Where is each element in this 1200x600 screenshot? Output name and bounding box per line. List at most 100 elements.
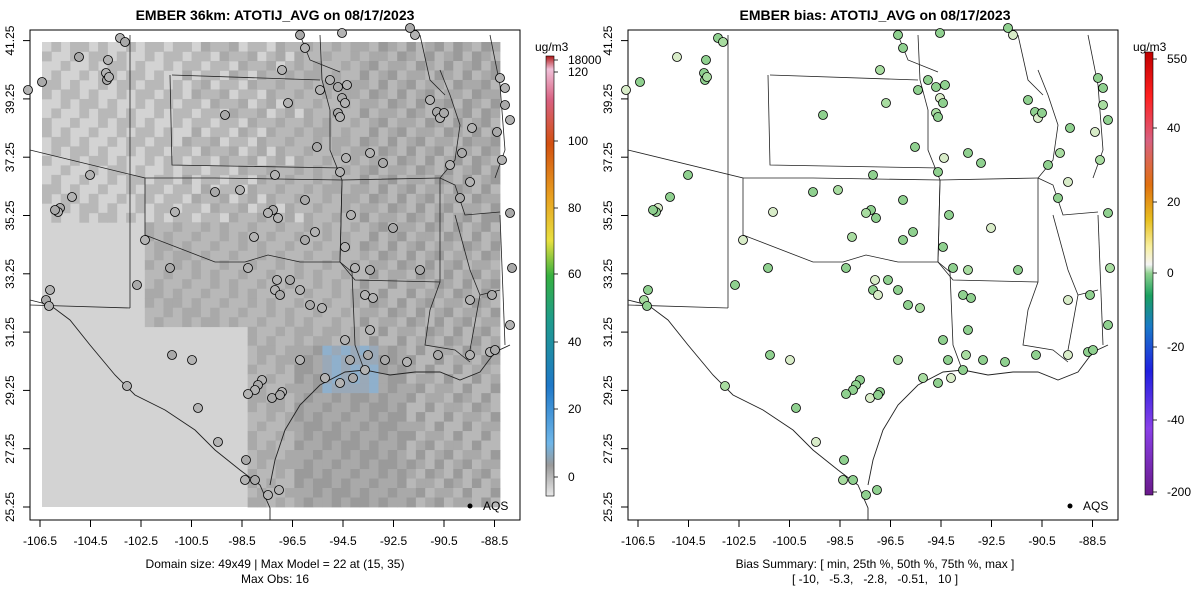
model-cell [462, 127, 473, 138]
model-cell [313, 497, 323, 508]
model-cell [313, 165, 323, 176]
model-cell [228, 174, 239, 185]
model-cell [256, 42, 267, 52]
model-cell [116, 127, 127, 138]
model-cell [387, 345, 398, 356]
model-cell [369, 127, 379, 138]
model-cell [51, 42, 62, 52]
model-cell [116, 117, 127, 128]
left-map-panel: -106.5 -104.5 -102.5 -100.5 -98.5 -96.5 -94.5-… [3, 23, 521, 548]
model-cell [415, 51, 426, 62]
model-cell [191, 222, 202, 233]
model-cell [415, 146, 426, 157]
model-cell [172, 42, 183, 52]
model-cell [154, 136, 164, 147]
model-cell [275, 70, 286, 81]
model-cell [172, 298, 183, 309]
model-cell [42, 79, 52, 90]
model-cell [471, 431, 482, 441]
model-cell [303, 60, 314, 71]
model-cell [425, 469, 435, 479]
model-cell [359, 231, 370, 242]
model-cell [219, 279, 230, 290]
model-cell [144, 89, 155, 100]
model-cell [135, 127, 146, 138]
model-cell [425, 421, 435, 432]
model-cell [443, 497, 454, 508]
model-cell [285, 383, 295, 394]
model-cell [453, 279, 464, 290]
model-cell [397, 497, 407, 508]
model-cell [471, 260, 482, 271]
model-cell [51, 146, 62, 157]
model-cell [481, 488, 492, 498]
model-cell [285, 374, 295, 385]
model-cell [200, 260, 211, 271]
model-cell [425, 60, 435, 71]
model-cell [462, 98, 473, 109]
bias-site-marker [811, 437, 821, 447]
model-cell [303, 79, 314, 90]
model-cell [313, 431, 323, 441]
model-cell [200, 231, 211, 242]
model-cell [481, 174, 492, 185]
model-cell [387, 288, 398, 299]
model-cell [443, 488, 454, 498]
model-cell [247, 336, 258, 347]
left-y-tick-label: 29.25 [3, 375, 17, 405]
model-cell [462, 336, 473, 347]
model-cell [434, 450, 445, 460]
bias-site-marker [1003, 23, 1013, 33]
bias-site-marker [791, 403, 801, 413]
model-cell [182, 260, 192, 271]
model-cell [210, 307, 220, 318]
model-cell [285, 336, 295, 347]
model-cell [359, 345, 370, 356]
model-cell [490, 279, 501, 290]
model-cell [172, 108, 183, 119]
model-cell [294, 60, 305, 71]
site-marker [85, 170, 95, 180]
site-marker [500, 83, 510, 93]
model-cell [285, 402, 295, 413]
model-cell [341, 269, 351, 280]
model-cell [219, 155, 230, 166]
model-cell [453, 336, 464, 347]
model-cell [182, 146, 192, 157]
model-cell [126, 184, 136, 195]
model-cell [443, 317, 454, 328]
model-cell [350, 127, 361, 138]
model-cell [406, 155, 417, 166]
model-cell [154, 184, 164, 195]
model-cell [406, 70, 417, 81]
model-cell [425, 317, 435, 328]
model-cell [378, 393, 389, 404]
model-cell [256, 393, 267, 404]
model-cell [378, 127, 389, 138]
model-cell [481, 412, 492, 422]
model-cell [98, 79, 108, 90]
model-cell [471, 155, 482, 166]
model-cell [322, 117, 333, 128]
bias-site-marker [893, 285, 903, 295]
model-cell [425, 326, 435, 337]
model-cell [219, 98, 230, 109]
model-cell [303, 241, 314, 252]
model-cell [453, 212, 464, 223]
model-cell [359, 469, 370, 479]
model-cell [369, 155, 379, 166]
model-cell [275, 155, 286, 166]
model-cell [425, 193, 435, 204]
model-cell [163, 222, 174, 233]
bias-site-marker [1095, 155, 1105, 165]
model-cell [443, 279, 454, 290]
model-cell [462, 393, 473, 404]
site-marker [346, 210, 356, 220]
model-cell [453, 70, 464, 81]
model-cell [453, 402, 464, 413]
model-cell [481, 193, 492, 204]
model-cell [303, 469, 314, 479]
model-cell [322, 459, 333, 470]
model-cell [303, 383, 314, 394]
model-cell [200, 136, 211, 147]
